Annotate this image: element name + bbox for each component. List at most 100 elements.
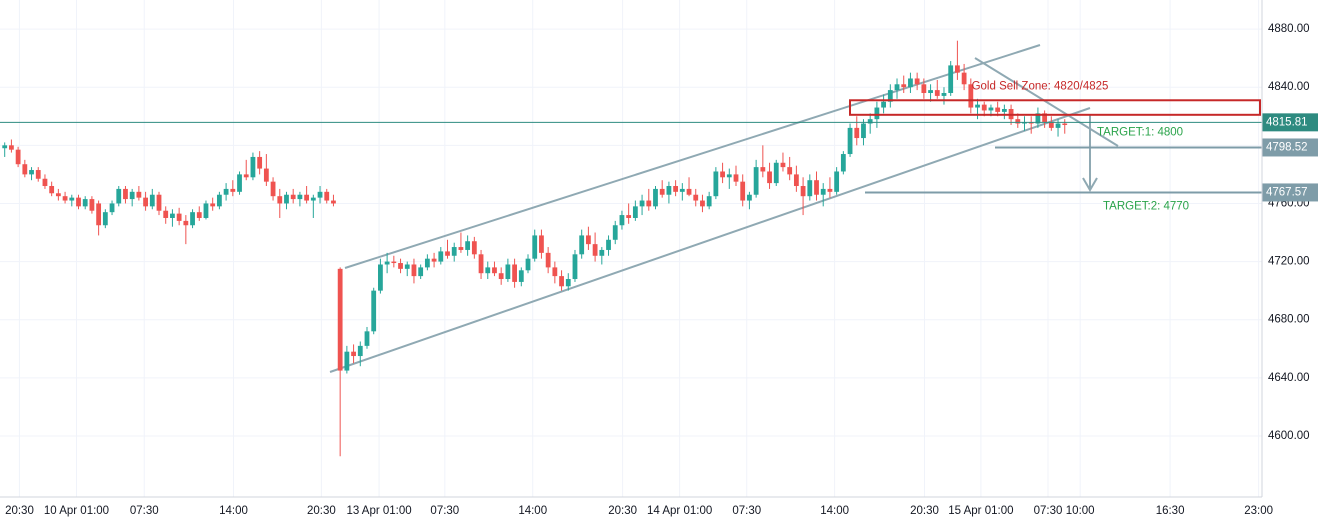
candle-body bbox=[89, 199, 95, 211]
candle-body bbox=[747, 194, 752, 201]
candle-body bbox=[451, 247, 457, 256]
price-tag bbox=[1262, 183, 1318, 202]
candle-body bbox=[9, 145, 14, 150]
price-tag-label: 4815.81 bbox=[1266, 116, 1308, 128]
candle-body bbox=[693, 194, 699, 201]
candle-body bbox=[679, 188, 685, 192]
candle-body bbox=[156, 194, 162, 211]
candle-body bbox=[270, 181, 276, 197]
x-tick-label: 14:00 bbox=[518, 505, 547, 517]
candle-body bbox=[250, 156, 256, 178]
y-tick-label: 4640.00 bbox=[1268, 372, 1310, 384]
candle-body bbox=[498, 273, 504, 280]
candle-body bbox=[263, 168, 269, 182]
candle-body bbox=[619, 215, 625, 226]
price-tag-label: 4798.52 bbox=[1266, 142, 1308, 154]
candle-body bbox=[740, 181, 746, 201]
candle-body bbox=[975, 104, 980, 108]
candle-body bbox=[592, 244, 598, 256]
candle-body bbox=[69, 197, 75, 201]
x-tick-label: 23:00 bbox=[1244, 505, 1273, 517]
candle-body bbox=[968, 84, 974, 108]
candle-body bbox=[995, 107, 1001, 112]
candle-body bbox=[720, 171, 725, 178]
x-tick-label: 07:30 bbox=[430, 505, 459, 517]
candle-body bbox=[760, 167, 766, 172]
candle-body bbox=[478, 254, 484, 274]
candle-body bbox=[123, 188, 128, 200]
candle-body bbox=[55, 193, 61, 197]
candle-body bbox=[948, 65, 954, 94]
breakout-line bbox=[974, 57, 1119, 147]
candle-body bbox=[438, 251, 444, 262]
x-tick-label: 14:00 bbox=[820, 505, 849, 517]
candle-body bbox=[1062, 123, 1068, 125]
candle-body bbox=[15, 149, 21, 165]
x-tick-label: 20:30 bbox=[307, 505, 336, 517]
candle-body bbox=[431, 258, 437, 262]
candle-body bbox=[136, 191, 142, 198]
candle-body bbox=[1055, 123, 1061, 128]
candle-body bbox=[505, 264, 511, 280]
candle-body bbox=[934, 90, 940, 96]
candle-body bbox=[861, 123, 866, 139]
candle-body bbox=[639, 200, 645, 207]
x-tick-label: 10 Apr 01:00 bbox=[44, 505, 109, 517]
candle-body bbox=[579, 235, 585, 255]
candle-body bbox=[525, 258, 531, 271]
candle-body bbox=[109, 203, 115, 213]
candle-body bbox=[310, 197, 316, 201]
candle-body bbox=[700, 200, 705, 207]
candle-body bbox=[284, 194, 289, 204]
candle-body bbox=[163, 210, 169, 218]
candle-body bbox=[1048, 122, 1054, 128]
candle-body bbox=[814, 180, 819, 195]
candle-body bbox=[961, 72, 967, 85]
candle-body bbox=[955, 65, 960, 73]
candle-body bbox=[565, 279, 571, 287]
y-tick-label: 4840.00 bbox=[1268, 81, 1310, 93]
candle-body bbox=[599, 249, 605, 256]
candle-body bbox=[129, 191, 135, 200]
candle-body bbox=[277, 196, 283, 204]
candle-body bbox=[921, 84, 927, 94]
candle-body bbox=[337, 268, 343, 371]
candle-body bbox=[981, 104, 987, 111]
candle-body bbox=[713, 171, 719, 197]
candle-body bbox=[559, 276, 564, 287]
candle-body bbox=[237, 174, 242, 192]
candle-body bbox=[183, 220, 189, 226]
candle-body bbox=[76, 197, 81, 207]
candle-body bbox=[364, 331, 370, 346]
candle-body bbox=[351, 351, 356, 357]
candle-body bbox=[512, 264, 517, 282]
x-tick-label: 16:30 bbox=[1156, 505, 1185, 517]
candle-body bbox=[304, 194, 310, 201]
candle-body bbox=[572, 254, 578, 280]
x-tick-label: 15 Apr 01:00 bbox=[948, 505, 1013, 517]
candle-body bbox=[411, 264, 417, 277]
x-tick-label: 07:30 bbox=[732, 505, 761, 517]
candle-body bbox=[941, 93, 947, 96]
candle-body bbox=[773, 162, 779, 184]
candle-body bbox=[143, 197, 148, 207]
candle-body bbox=[793, 174, 799, 187]
candle-body bbox=[874, 107, 880, 120]
candle-body bbox=[908, 78, 913, 88]
candle-body bbox=[780, 162, 786, 168]
candle-body bbox=[807, 180, 813, 197]
candle-body bbox=[223, 188, 229, 195]
candle-body bbox=[867, 119, 873, 124]
candle-body bbox=[914, 78, 920, 85]
x-tick-label: 07:30 bbox=[1034, 505, 1063, 517]
candle-body bbox=[62, 196, 68, 201]
x-tick-label: 20:30 bbox=[5, 505, 34, 517]
sell-zone-label: Gold Sell Zone: 4820/4825 bbox=[972, 80, 1109, 92]
candle-body bbox=[445, 251, 450, 256]
candle-body bbox=[331, 200, 336, 204]
candle-body bbox=[492, 267, 497, 274]
candle-body bbox=[424, 258, 430, 268]
candle-body bbox=[324, 191, 330, 201]
candle-body bbox=[666, 186, 672, 195]
candle-body bbox=[532, 235, 538, 259]
